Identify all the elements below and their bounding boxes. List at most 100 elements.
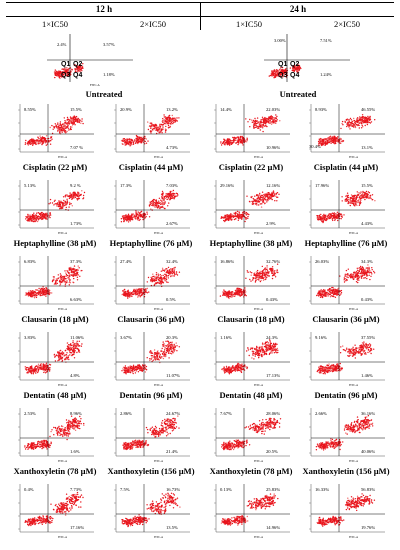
event-dot (57, 205, 60, 208)
event-dot (137, 141, 140, 143)
event-dot (166, 116, 168, 119)
event-dot (364, 124, 366, 127)
event-dot (261, 125, 263, 127)
event-dot (329, 217, 331, 219)
event-dot (256, 117, 259, 119)
event-dot (258, 127, 260, 129)
event-dot (227, 218, 229, 220)
event-dot (56, 205, 58, 207)
event-dot (73, 265, 76, 267)
event-dot (68, 129, 70, 131)
event-dot (360, 195, 363, 198)
event-dot (58, 124, 60, 127)
event-dot (231, 291, 234, 293)
event-dot (59, 70, 61, 72)
event-dot (358, 192, 360, 194)
event-dot (351, 125, 353, 127)
event-dot (132, 143, 135, 145)
event-dot (230, 293, 232, 296)
event-dot (63, 275, 66, 278)
event-dot (323, 141, 325, 143)
event-dot (276, 269, 278, 271)
event-dot (32, 216, 34, 219)
event-dot (68, 195, 70, 198)
event-dot (350, 119, 353, 121)
event-dot (55, 278, 57, 280)
event-dot (253, 126, 255, 128)
event-dot (355, 118, 358, 120)
event-dot (152, 280, 154, 282)
event-dot (67, 127, 69, 129)
legend-12h-q2-pct: 3.57% (103, 42, 115, 47)
event-dot (245, 218, 247, 220)
event-dot (130, 293, 133, 295)
event-dot (321, 217, 323, 219)
event-dot (66, 72, 68, 74)
event-dot (272, 273, 275, 275)
event-dot (79, 66, 81, 68)
event-dot (273, 74, 276, 76)
event-dot (144, 143, 146, 145)
event-dot (62, 275, 64, 278)
event-dot (174, 121, 176, 123)
event-dot (165, 268, 167, 270)
event-dot (146, 213, 148, 215)
event-dot (66, 202, 68, 204)
event-dot (25, 139, 27, 142)
event-dot (374, 119, 376, 121)
event-dot (260, 276, 263, 278)
event-dot (49, 198, 52, 201)
event-dot (361, 194, 363, 196)
event-dot (271, 191, 273, 194)
event-dot (231, 216, 233, 218)
q4-percent: 0.43% (266, 297, 278, 302)
event-dot (256, 120, 258, 122)
event-dot (139, 214, 142, 217)
event-dot (49, 143, 52, 145)
event-dot (138, 212, 141, 214)
event-dot (266, 265, 268, 267)
event-dot (73, 118, 75, 121)
event-dot (271, 272, 273, 275)
event-dot (144, 214, 147, 216)
event-dot (36, 289, 38, 291)
event-dot (165, 273, 167, 276)
event-dot (171, 197, 174, 199)
event-dot (276, 75, 278, 77)
event-dot (170, 118, 172, 120)
event-dot (167, 272, 169, 274)
event-dot (58, 201, 60, 203)
event-dot (38, 292, 40, 294)
event-dot (75, 272, 78, 274)
event-dot (253, 122, 255, 125)
event-dot (367, 196, 369, 198)
event-dot (28, 293, 30, 295)
event-dot (151, 276, 153, 279)
event-dot (230, 219, 232, 221)
event-dot (345, 197, 348, 200)
scatter-plot-r3-c0: 6.83% 37.3% 6.63% FITC-A (14, 254, 96, 312)
event-dot (66, 125, 69, 128)
plot-dots (317, 114, 376, 147)
event-dot (129, 291, 131, 294)
event-dot (50, 140, 52, 142)
event-dot (147, 276, 150, 279)
event-dot (158, 126, 160, 128)
event-dot (271, 277, 274, 280)
event-dot (266, 267, 268, 269)
event-dot (359, 198, 362, 200)
event-dot (146, 211, 148, 213)
event-dot (57, 129, 59, 131)
event-dot (144, 217, 147, 219)
event-dot (164, 131, 167, 133)
event-dot (60, 201, 63, 203)
event-dot (130, 140, 133, 143)
event-dot (334, 219, 336, 221)
event-dot (331, 141, 333, 143)
event-dot (268, 75, 270, 77)
event-dot (244, 289, 246, 291)
event-dot (374, 200, 376, 202)
event-dot (144, 140, 146, 143)
event-dot (346, 123, 348, 125)
event-dot (353, 204, 355, 206)
